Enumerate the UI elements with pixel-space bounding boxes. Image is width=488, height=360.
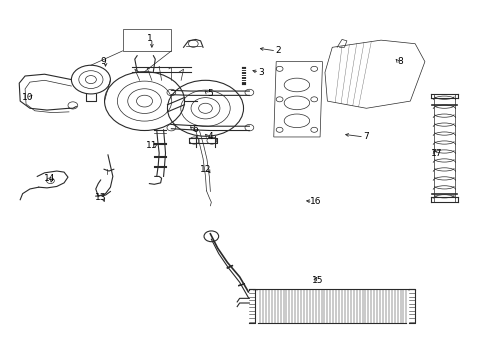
Text: 1: 1: [146, 34, 152, 43]
Text: 16: 16: [309, 197, 320, 206]
Text: 6: 6: [192, 125, 198, 134]
Text: 17: 17: [430, 149, 442, 158]
Text: 3: 3: [258, 68, 264, 77]
Text: 2: 2: [275, 46, 281, 55]
Text: 11: 11: [146, 141, 157, 150]
Text: 15: 15: [311, 276, 323, 285]
Text: 14: 14: [44, 174, 55, 183]
Text: 7: 7: [363, 132, 368, 141]
Text: 5: 5: [207, 89, 213, 98]
Text: 10: 10: [22, 93, 33, 102]
Text: 12: 12: [200, 165, 211, 174]
Text: 13: 13: [95, 193, 106, 202]
Text: 4: 4: [207, 132, 213, 141]
Text: 8: 8: [397, 57, 403, 66]
Text: 9: 9: [100, 57, 106, 66]
